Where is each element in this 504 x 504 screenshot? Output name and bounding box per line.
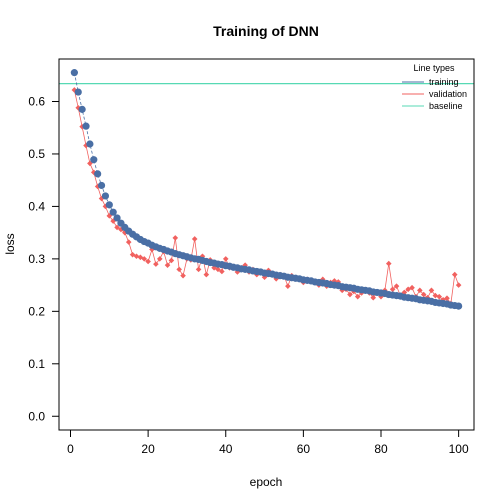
validation-point (176, 266, 182, 273)
training-point (105, 201, 113, 209)
validation-point (137, 254, 144, 261)
x-axis: 0 20 40 60 80 100 (67, 430, 469, 456)
validation-point (83, 142, 89, 149)
validation-point (339, 287, 345, 294)
training-point (70, 69, 78, 77)
validation-point (164, 262, 171, 268)
training-point (82, 122, 90, 130)
validation-point (273, 276, 280, 282)
validation-point (420, 291, 427, 298)
legend: Line types training validation baseline (402, 63, 467, 111)
validation-point (370, 294, 377, 301)
x-tick-label: 100 (449, 442, 469, 456)
legend-training-label: training (429, 77, 459, 87)
validation-point (133, 253, 140, 260)
validation-point (153, 261, 159, 267)
training-point (94, 170, 102, 178)
validation-point (393, 283, 400, 289)
y-tick-label: 0.4 (28, 199, 45, 213)
validation-point (125, 239, 132, 245)
validation-point (172, 235, 179, 241)
validation-point (156, 256, 163, 262)
y-axis: 0.0 0.1 0.2 0.3 0.4 0.5 0.6 (28, 94, 59, 423)
validation-point (102, 203, 109, 210)
validation-point (436, 293, 443, 300)
validation-point (168, 257, 175, 264)
x-tick-label: 20 (141, 442, 155, 456)
training-point (97, 181, 106, 190)
validation-point (191, 236, 198, 242)
validation-point (195, 266, 202, 273)
validation-point (106, 213, 113, 219)
plot-area (59, 69, 474, 310)
validation-point (180, 272, 186, 279)
validation-point (242, 262, 248, 268)
training-point (455, 302, 463, 310)
legend-title: Line types (413, 63, 455, 73)
validation-point (401, 289, 408, 296)
validation-point (455, 282, 462, 288)
training-point (90, 156, 98, 164)
training-point (86, 140, 94, 148)
training-point (113, 214, 121, 222)
y-tick-label: 0.0 (28, 409, 45, 423)
y-tick-label: 0.5 (28, 147, 45, 161)
x-tick-label: 80 (374, 442, 388, 456)
validation-point (428, 287, 435, 294)
validation-point (285, 283, 291, 289)
validation-point (409, 284, 415, 291)
validation-point (335, 279, 342, 285)
y-tick-label: 0.6 (28, 94, 45, 108)
y-axis-label: loss (3, 233, 17, 254)
x-axis-label: epoch (250, 475, 283, 489)
validation-point (354, 293, 361, 300)
training-point (109, 208, 117, 216)
x-tick-label: 40 (219, 442, 233, 456)
validation-point (222, 256, 229, 262)
training-point (74, 88, 82, 96)
validation-point (129, 251, 136, 258)
validation-point (234, 269, 241, 275)
y-tick-label: 0.3 (28, 252, 45, 266)
y-tick-label: 0.2 (28, 304, 45, 318)
validation-point (118, 226, 124, 233)
legend-validation-label: validation (429, 89, 467, 99)
validation-point (203, 271, 210, 278)
validation-point (219, 268, 225, 275)
validation-point (385, 260, 392, 267)
validation-point (432, 292, 439, 299)
validation-point (444, 295, 450, 302)
x-tick-label: 0 (67, 442, 74, 456)
validation-point (145, 258, 151, 265)
validation-point (389, 286, 396, 293)
y-tick-label: 0.1 (28, 357, 45, 371)
plot-frame (58, 58, 475, 431)
training-point (101, 192, 110, 200)
training-point (78, 105, 86, 113)
validation-point (347, 291, 353, 298)
legend-baseline-label: baseline (429, 101, 463, 111)
validation-point (215, 266, 221, 273)
validation-point (114, 224, 120, 231)
validation-point (451, 271, 458, 278)
chart-title: Training of DNN (213, 23, 319, 39)
x-tick-label: 60 (297, 442, 311, 456)
validation-point (417, 287, 423, 294)
validation-point (141, 256, 148, 262)
